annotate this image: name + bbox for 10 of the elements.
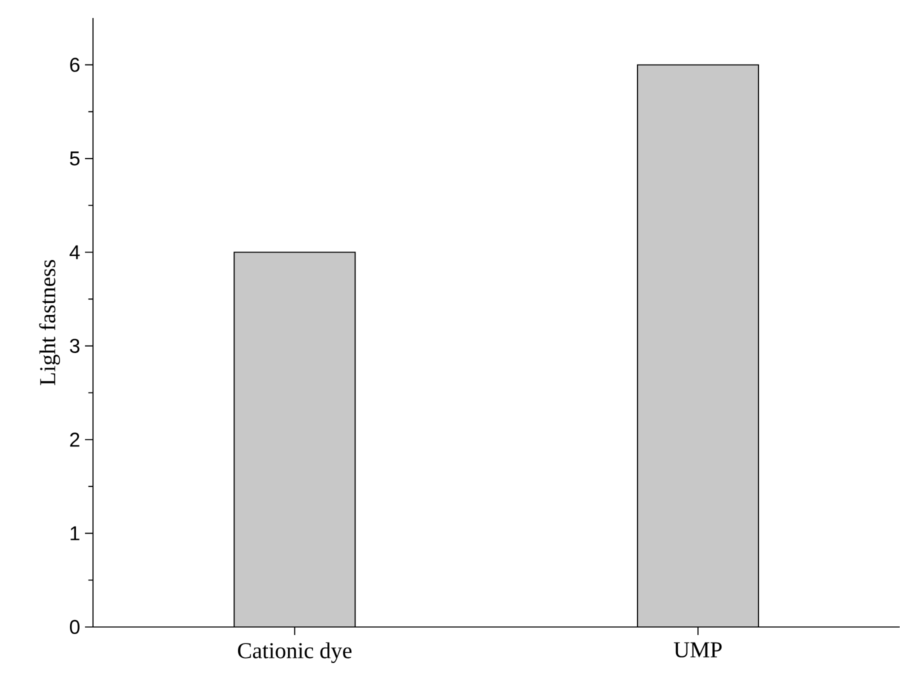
y-tick-label: 1 xyxy=(70,526,80,540)
y-tick-label: 2 xyxy=(70,432,80,447)
x-tick-label: UMP xyxy=(674,642,722,658)
y-tick-label: 4 xyxy=(70,245,80,260)
y-axis-title: Light fastness xyxy=(39,260,60,386)
x-tick-label: Cationic dye xyxy=(238,642,352,663)
y-tick-label: 3 xyxy=(70,338,80,353)
y-tick-label: 5 xyxy=(70,152,80,166)
y-tick-label: 0 xyxy=(70,620,80,634)
y-tick-label: 6 xyxy=(70,58,80,72)
